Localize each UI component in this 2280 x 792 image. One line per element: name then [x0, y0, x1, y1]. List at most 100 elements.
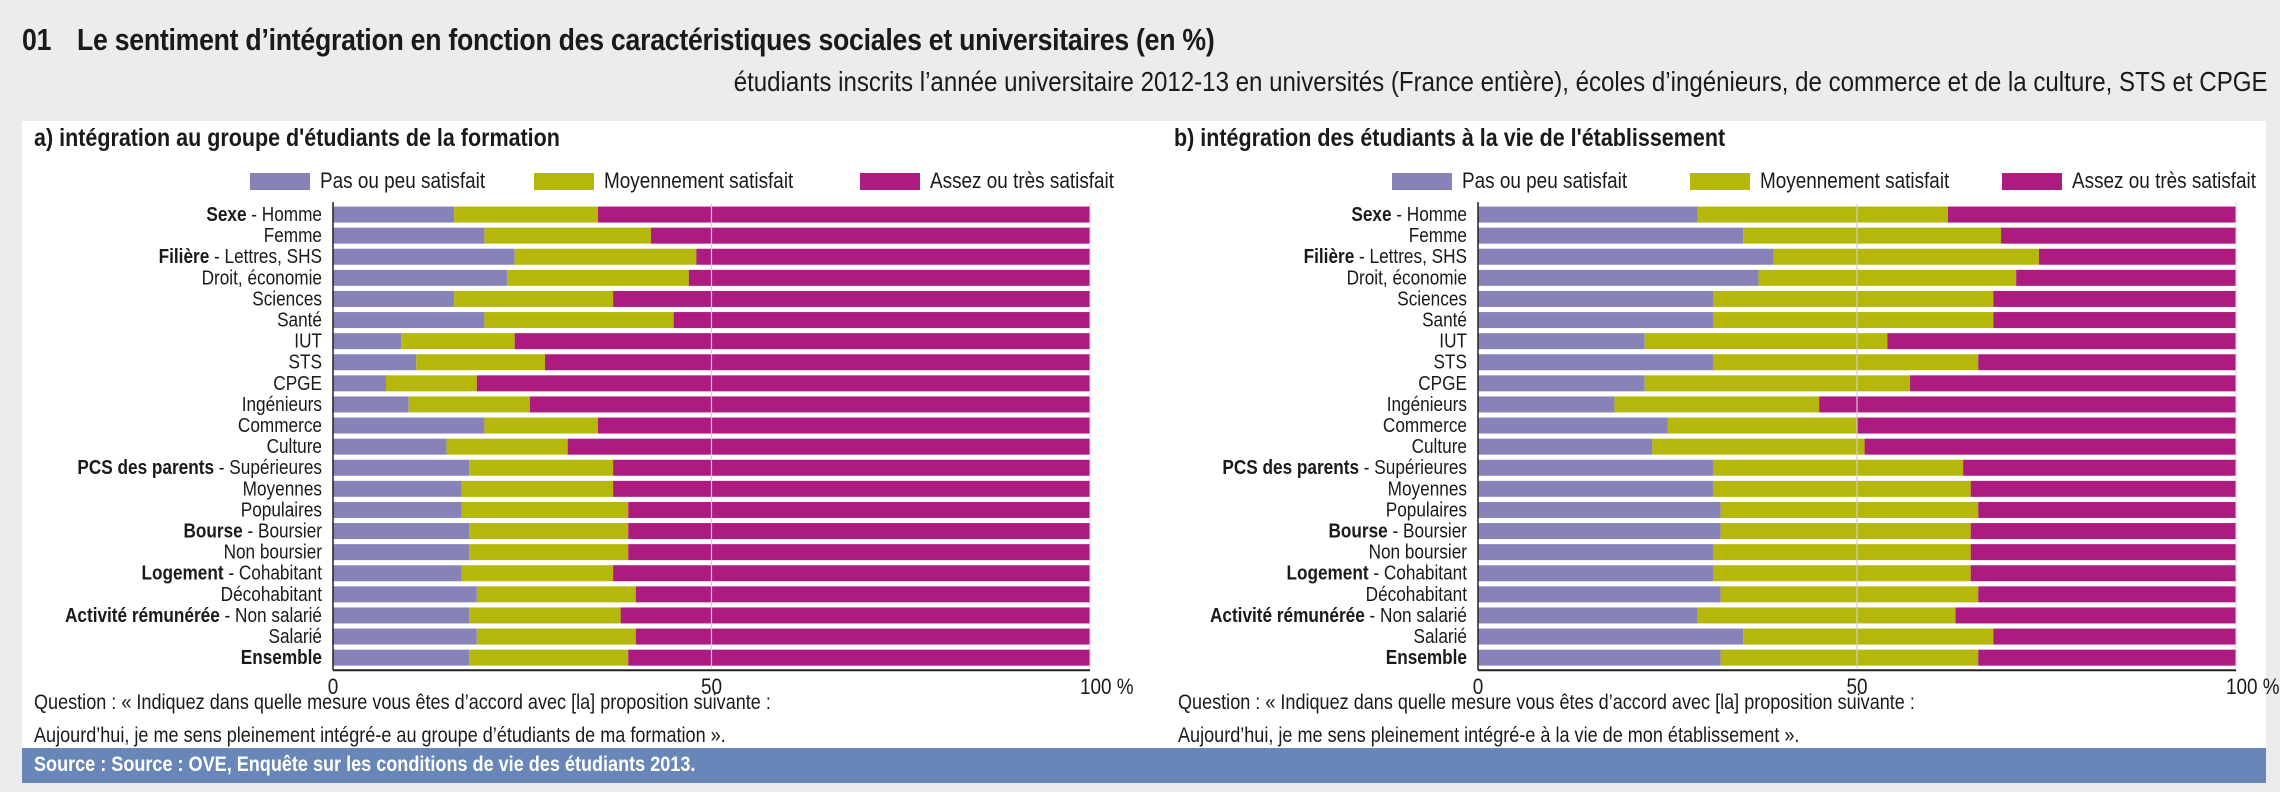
category-group: Activité rémunérée — [65, 604, 220, 627]
category-label: Populaires — [241, 498, 322, 521]
bar-segment-assez-ou-tres — [1963, 459, 2236, 476]
category-item: Salarié — [1413, 625, 1467, 648]
category-item: Commerce — [238, 414, 322, 437]
category-label: IUT — [294, 329, 322, 352]
x-tick-label: 100 % — [2226, 675, 2280, 700]
category-item: Droit, économie — [202, 266, 322, 289]
bar-segment-moyennement — [1743, 227, 2002, 244]
category-item: Non boursier — [224, 540, 322, 563]
bar-segment-pas-ou-peu — [1478, 312, 1713, 329]
category-item: IUT — [1439, 329, 1467, 352]
legend-label: Pas ou peu satisfait — [320, 168, 486, 193]
bar-segment-pas-ou-peu — [1478, 649, 1721, 666]
legend-label: Pas ou peu satisfait — [1462, 168, 1628, 193]
bar-segment-moyennement — [507, 269, 689, 286]
category-item: STS — [1434, 351, 1467, 374]
bar-segment-moyennement — [1652, 438, 1865, 455]
bar-segment-moyennement — [1758, 269, 2017, 286]
bar-segment-pas-ou-peu — [1478, 206, 1698, 223]
legend-label: Moyennement satisfait — [1760, 168, 1950, 193]
category-item: Décohabitant — [221, 583, 323, 606]
question-line-1: Question : « Indiquez dans quelle mesure… — [34, 691, 771, 714]
category-group: Filière — [1304, 245, 1355, 268]
bar-segment-moyennement — [1720, 523, 1971, 540]
category-label: CPGE — [273, 372, 322, 395]
question-line-2: Aujourd’hui, je me sens pleinement intég… — [34, 724, 726, 747]
category-item: STS — [289, 351, 322, 374]
bar-segment-moyennement — [1712, 544, 1971, 561]
bar-segment-moyennement — [1720, 586, 1979, 603]
bar-segment-assez-ou-tres — [628, 523, 1090, 540]
legend-label: Assez ou très satisfait — [930, 168, 1115, 193]
bar-segment-assez-ou-tres — [1887, 333, 2236, 350]
category-item: - Homme — [1392, 203, 1467, 226]
category-item: Moyennes — [1388, 477, 1467, 500]
chart-a-legend: Pas ou peu satisfait Moyennement satisfa… — [250, 168, 1166, 194]
category-item: Femme — [1409, 224, 1467, 247]
category-label: Ingénieurs — [242, 393, 322, 416]
bar-segment-assez-ou-tres — [635, 628, 1090, 645]
bar-segment-moyennement — [1712, 459, 1964, 476]
bar-segment-assez-ou-tres — [1970, 544, 2236, 561]
bar-segment-assez-ou-tres — [1993, 312, 2236, 329]
category-label: Activité rémunérée - Non salarié — [1210, 604, 1467, 627]
category-item: - Lettres, SHS — [1354, 245, 1467, 268]
bar-segment-pas-ou-peu — [1478, 586, 1721, 603]
category-label: Filière - Lettres, SHS — [159, 245, 322, 268]
bar-segment-assez-ou-tres — [1955, 607, 2236, 624]
category-label: Santé — [277, 308, 322, 331]
category-item: Populaires — [241, 498, 322, 521]
category-label: Sexe - Homme — [206, 203, 322, 226]
bar-segment-assez-ou-tres — [514, 333, 1090, 350]
bar-segment-pas-ou-peu — [333, 565, 462, 582]
bar-segment-assez-ou-tres — [476, 375, 1091, 392]
legend-swatch-pas-ou-peu — [250, 172, 310, 190]
bar-segment-assez-ou-tres — [2038, 248, 2236, 265]
bar-segment-pas-ou-peu — [1478, 227, 1744, 244]
bar-segment-pas-ou-peu — [1478, 290, 1713, 307]
category-label: Femme — [264, 224, 322, 247]
bar-segment-assez-ou-tres — [1978, 354, 2236, 371]
bar-segment-moyennement — [469, 459, 614, 476]
bar-segment-pas-ou-peu — [333, 628, 477, 645]
category-label: Droit, économie — [1347, 266, 1467, 289]
bar-segment-moyennement — [1720, 501, 1979, 518]
category-label: Santé — [1422, 308, 1467, 331]
legend-swatch-assez-ou-tres — [2002, 172, 2063, 190]
question-line-2: Aujourd’hui, je me sens pleinement intég… — [1178, 724, 1800, 747]
bar-segment-pas-ou-peu — [333, 333, 402, 350]
bar-segment-moyennement — [1712, 290, 1994, 307]
bar-segment-pas-ou-peu — [333, 586, 477, 603]
category-item: Populaires — [1386, 498, 1467, 521]
bar-segment-assez-ou-tres — [628, 544, 1090, 561]
bar-segment-assez-ou-tres — [613, 459, 1090, 476]
bar-segment-moyennement — [469, 544, 629, 561]
category-item: - Supérieures — [214, 456, 322, 479]
legend-swatch-assez-ou-tres — [860, 172, 921, 190]
category-item: Culture — [1412, 435, 1467, 458]
category-label: Culture — [1412, 435, 1467, 458]
category-label: Sexe - Homme — [1351, 203, 1467, 226]
bar-segment-pas-ou-peu — [1478, 248, 1774, 265]
category-label: Bourse - Boursier — [183, 519, 322, 542]
bar-segment-pas-ou-peu — [333, 480, 462, 497]
category-label: Ensemble — [241, 646, 322, 669]
bar-segment-moyennement — [454, 206, 598, 223]
bar-segment-moyennement — [1712, 480, 1971, 497]
category-item: Droit, économie — [1347, 266, 1467, 289]
bar-segment-assez-ou-tres — [1947, 206, 2236, 223]
bar-segment-pas-ou-peu — [1478, 375, 1645, 392]
bar-segment-moyennement — [1773, 248, 2039, 265]
category-group: Bourse — [183, 519, 242, 542]
bar-segment-moyennement — [1712, 354, 1979, 371]
legend-label: Moyennement satisfait — [604, 168, 794, 193]
category-group: Sexe — [1351, 203, 1391, 226]
category-group: Activité rémunérée — [1210, 604, 1365, 627]
chart-b-title: b) intégration des étudiants à la vie de… — [1174, 124, 1726, 152]
bar-segment-moyennement — [476, 586, 636, 603]
category-item: Ingénieurs — [1387, 393, 1467, 416]
legend-item-moyennement: Moyennement satisfait — [534, 168, 824, 194]
category-item: CPGE — [1418, 372, 1467, 395]
